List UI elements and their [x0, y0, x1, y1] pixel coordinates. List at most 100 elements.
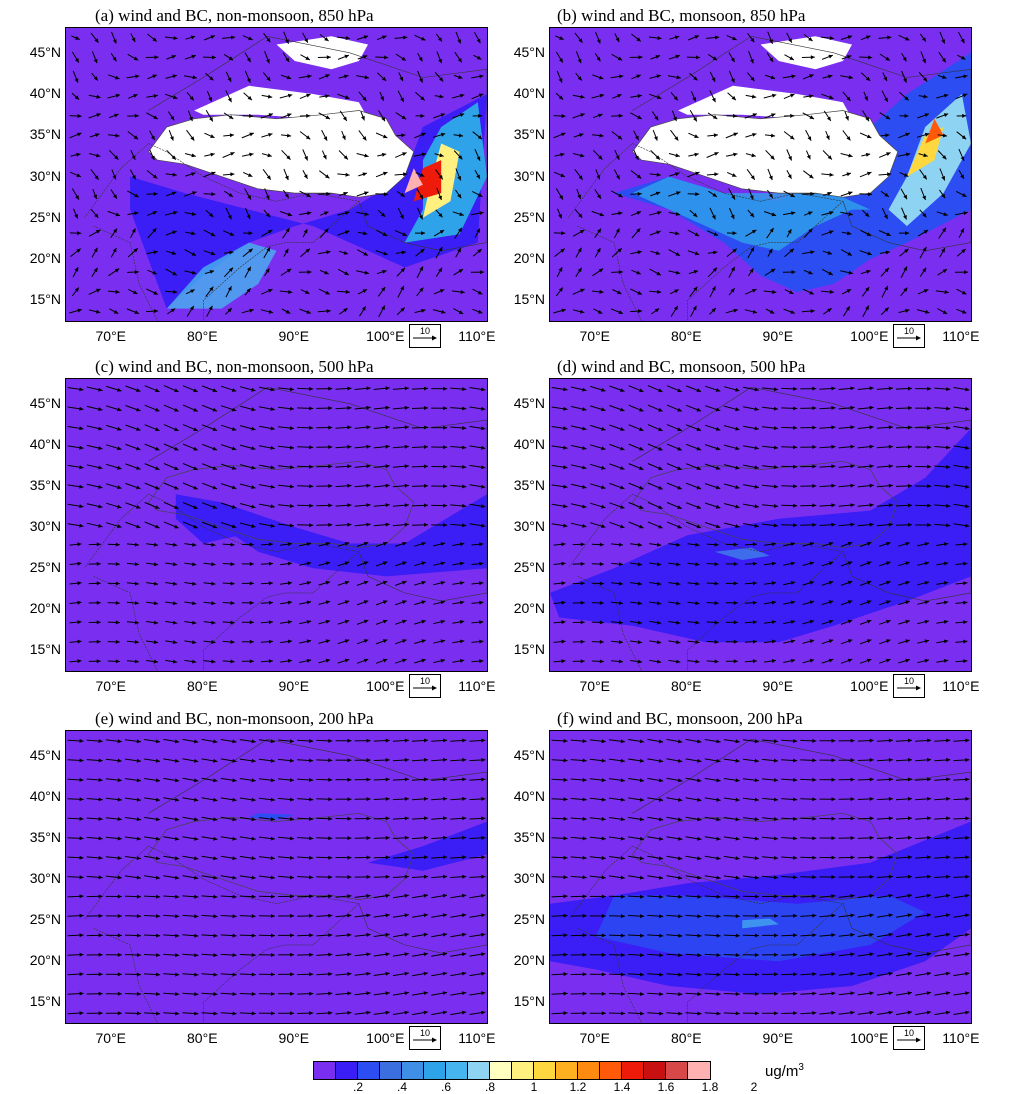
- map-panel-f: [549, 730, 972, 1024]
- lat-tick-label: 35°N: [13, 477, 61, 493]
- lon-tick-label: 80°E: [671, 1030, 702, 1046]
- lat-tick-label: 15°N: [497, 993, 545, 1009]
- lat-tick-label: 45°N: [497, 747, 545, 763]
- lon-tick-label: 70°E: [95, 328, 126, 344]
- lon-tick-label: 70°E: [579, 1030, 610, 1046]
- lon-tick-label: 110°E: [942, 678, 979, 694]
- colorbar-swatch: [556, 1062, 578, 1079]
- lat-tick-label: 15°N: [13, 291, 61, 307]
- colorbar-swatch: [512, 1062, 534, 1079]
- lon-tick-label: 80°E: [187, 678, 218, 694]
- lat-tick-label: 15°N: [13, 993, 61, 1009]
- colorbar-swatch: [644, 1062, 666, 1079]
- lat-tick-label: 15°N: [497, 291, 545, 307]
- colorbar-unit: ug/m3: [765, 1062, 804, 1080]
- lat-tick-label: 20°N: [497, 600, 545, 616]
- lat-tick-label: 15°N: [13, 641, 61, 657]
- colorbar-label: .8: [485, 1080, 495, 1094]
- lat-tick-label: 35°N: [13, 829, 61, 845]
- lat-tick-label: 20°N: [13, 250, 61, 266]
- map-panel-c: [65, 378, 488, 672]
- lon-tick-label: 110°E: [942, 1030, 979, 1046]
- lat-tick-label: 45°N: [497, 395, 545, 411]
- lat-tick-label: 35°N: [497, 477, 545, 493]
- lon-tick-label: 90°E: [279, 328, 310, 344]
- colorbar-swatch: [600, 1062, 622, 1079]
- lon-tick-label: 90°E: [763, 328, 794, 344]
- lat-tick-label: 25°N: [13, 209, 61, 225]
- lon-tick-label: 90°E: [763, 678, 794, 694]
- lon-tick-label: 80°E: [671, 328, 702, 344]
- lat-tick-label: 30°N: [13, 870, 61, 886]
- colorbar-label: 1.8: [702, 1080, 719, 1094]
- lat-tick-label: 20°N: [13, 600, 61, 616]
- colorbar-swatch: [424, 1062, 446, 1079]
- lat-tick-label: 35°N: [13, 126, 61, 142]
- lat-tick-label: 20°N: [13, 952, 61, 968]
- reference-vector: 10: [409, 674, 441, 698]
- colorbar-label: .6: [441, 1080, 451, 1094]
- lon-tick-label: 110°E: [458, 1030, 495, 1046]
- lat-tick-label: 25°N: [497, 559, 545, 575]
- colorbar-swatch: [358, 1062, 380, 1079]
- colorbar-label: 1.2: [570, 1080, 587, 1094]
- colorbar-label: .4: [397, 1080, 407, 1094]
- colorbar-swatch: [578, 1062, 600, 1079]
- lat-tick-label: 45°N: [13, 395, 61, 411]
- lon-tick-label: 100°E: [850, 1030, 888, 1046]
- lat-tick-label: 25°N: [13, 911, 61, 927]
- colorbar-swatch: [314, 1062, 336, 1079]
- colorbar-swatch: [402, 1062, 424, 1079]
- lat-tick-label: 45°N: [13, 44, 61, 60]
- colorbar-swatch: [380, 1062, 402, 1079]
- colorbar-label: .2: [353, 1080, 363, 1094]
- lon-tick-label: 70°E: [579, 678, 610, 694]
- map-panel-d: [549, 378, 972, 672]
- lon-tick-label: 100°E: [366, 1030, 404, 1046]
- map-panel-b: [549, 27, 972, 322]
- lon-tick-label: 100°E: [366, 678, 404, 694]
- colorbar-swatch: [468, 1062, 490, 1079]
- lat-tick-label: 30°N: [497, 518, 545, 534]
- panel-title-f: (f) wind and BC, monsoon, 200 hPa: [557, 709, 803, 729]
- panel-title-e: (e) wind and BC, non-monsoon, 200 hPa: [95, 709, 374, 729]
- panel-title-b: (b) wind and BC, monsoon, 850 hPa: [557, 6, 805, 26]
- lat-tick-label: 30°N: [13, 518, 61, 534]
- lat-tick-label: 30°N: [13, 168, 61, 184]
- lat-tick-label: 30°N: [497, 870, 545, 886]
- lat-tick-label: 40°N: [497, 85, 545, 101]
- lon-tick-label: 100°E: [366, 328, 404, 344]
- lat-tick-label: 40°N: [497, 436, 545, 452]
- lat-tick-label: 35°N: [497, 829, 545, 845]
- lon-tick-label: 90°E: [279, 678, 310, 694]
- lat-tick-label: 45°N: [497, 44, 545, 60]
- lon-tick-label: 70°E: [95, 678, 126, 694]
- lat-tick-label: 25°N: [497, 209, 545, 225]
- lon-tick-label: 80°E: [671, 678, 702, 694]
- panel-title-a: (a) wind and BC, non-monsoon, 850 hPa: [95, 6, 374, 26]
- lat-tick-label: 20°N: [497, 250, 545, 266]
- colorbar-swatch: [336, 1062, 358, 1079]
- colorbar-label: 1.4: [614, 1080, 631, 1094]
- colorbar-label: 1: [531, 1080, 538, 1094]
- lat-tick-label: 25°N: [13, 559, 61, 575]
- colorbar-swatch: [534, 1062, 556, 1079]
- lon-tick-label: 110°E: [458, 678, 495, 694]
- colorbar-swatch: [622, 1062, 644, 1079]
- colorbar-swatch: [688, 1062, 710, 1079]
- panel-title-c: (c) wind and BC, non-monsoon, 500 hPa: [95, 357, 374, 377]
- reference-vector: 10: [409, 1026, 441, 1050]
- map-panel-a: [65, 27, 488, 322]
- lat-tick-label: 40°N: [497, 788, 545, 804]
- panel-title-d: (d) wind and BC, monsoon, 500 hPa: [557, 357, 805, 377]
- lon-tick-label: 70°E: [579, 328, 610, 344]
- lat-tick-label: 40°N: [13, 436, 61, 452]
- lat-tick-label: 20°N: [497, 952, 545, 968]
- lat-tick-label: 45°N: [13, 747, 61, 763]
- reference-vector: 10: [893, 1026, 925, 1050]
- colorbar-label: 1.6: [658, 1080, 675, 1094]
- reference-vector: 10: [893, 674, 925, 698]
- reference-vector: 10: [409, 324, 441, 348]
- colorbar-swatch: [666, 1062, 688, 1079]
- lat-tick-label: 35°N: [497, 126, 545, 142]
